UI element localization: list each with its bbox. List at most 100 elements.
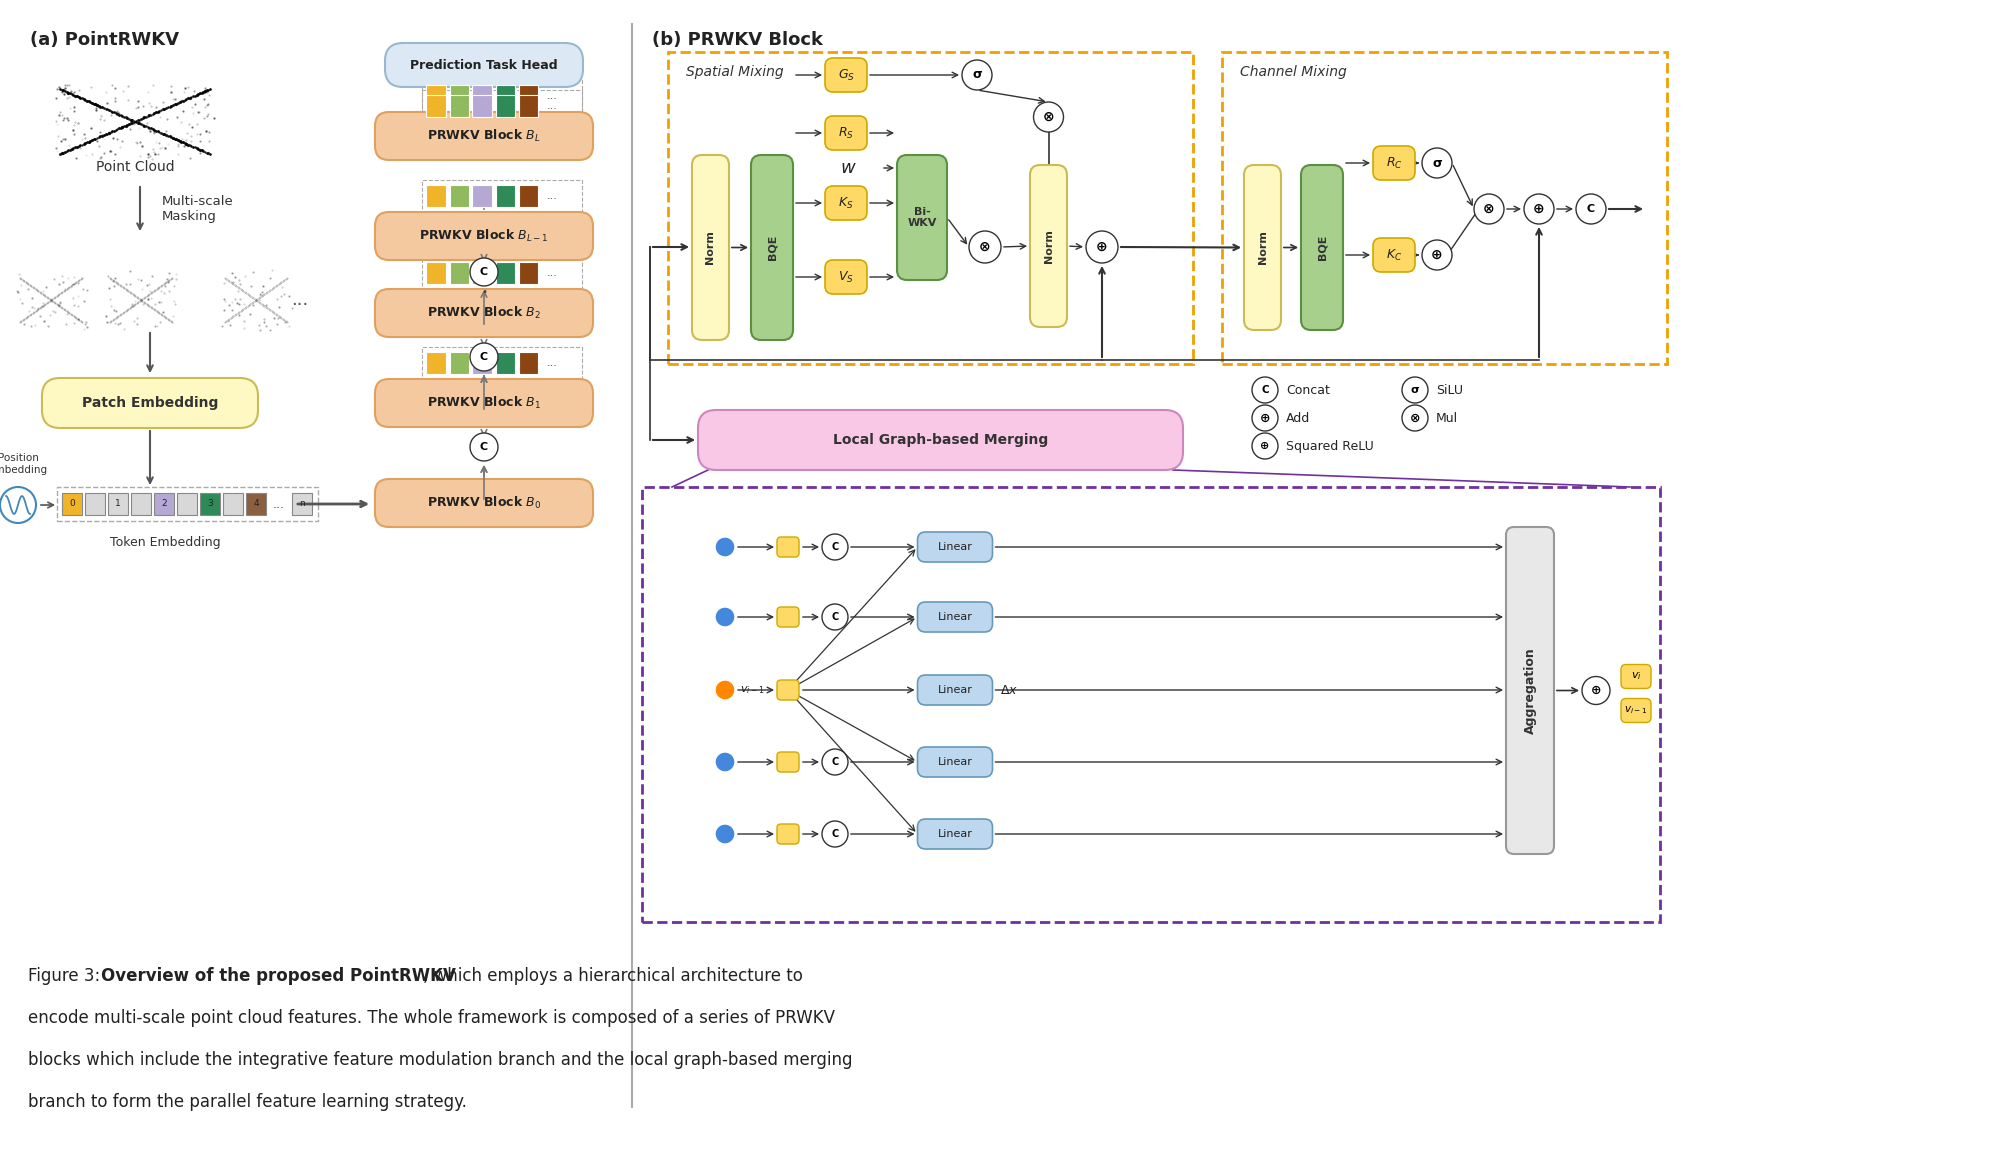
Circle shape <box>1086 231 1118 263</box>
FancyBboxPatch shape <box>1620 699 1652 722</box>
Text: $V_S$: $V_S$ <box>838 270 854 285</box>
FancyBboxPatch shape <box>918 747 992 777</box>
Text: ...: ... <box>274 497 286 511</box>
Bar <box>496 352 514 374</box>
Text: ...: ... <box>546 268 558 278</box>
Circle shape <box>716 607 736 627</box>
Text: ⊗: ⊗ <box>1410 411 1420 424</box>
Text: Mul: Mul <box>1436 411 1458 424</box>
Text: Add: Add <box>1286 411 1310 424</box>
Bar <box>496 95 514 117</box>
Text: (b) PRWKV Block: (b) PRWKV Block <box>652 30 824 49</box>
Text: ⊕: ⊕ <box>1590 684 1602 697</box>
FancyBboxPatch shape <box>1620 665 1652 688</box>
Circle shape <box>970 231 1002 263</box>
Text: C: C <box>480 267 488 277</box>
Bar <box>518 95 538 117</box>
Text: Linear: Linear <box>938 684 972 695</box>
FancyBboxPatch shape <box>692 155 728 340</box>
Text: Norm: Norm <box>1044 229 1054 263</box>
Bar <box>426 95 446 117</box>
FancyBboxPatch shape <box>776 537 798 557</box>
Text: $K_S$: $K_S$ <box>838 196 854 211</box>
Text: Linear: Linear <box>938 757 972 766</box>
FancyBboxPatch shape <box>826 116 868 150</box>
Text: Local Graph-based Merging: Local Graph-based Merging <box>832 432 1048 447</box>
Text: Aggregation: Aggregation <box>1524 647 1536 734</box>
FancyBboxPatch shape <box>1300 165 1344 331</box>
FancyBboxPatch shape <box>384 43 584 87</box>
Circle shape <box>822 534 848 560</box>
Bar <box>496 86 514 107</box>
Bar <box>56 488 318 522</box>
FancyBboxPatch shape <box>776 752 798 772</box>
FancyBboxPatch shape <box>826 57 868 91</box>
Text: σ: σ <box>1410 384 1420 395</box>
Bar <box>518 352 538 374</box>
Text: ⊗: ⊗ <box>1042 110 1054 124</box>
Circle shape <box>716 537 736 557</box>
Circle shape <box>1402 406 1428 431</box>
Text: ⊕: ⊕ <box>1432 248 1442 263</box>
Circle shape <box>1582 676 1610 704</box>
Bar <box>132 493 152 515</box>
Text: ⊕: ⊕ <box>1260 441 1270 451</box>
Text: ...: ... <box>546 101 558 111</box>
Text: ⊗: ⊗ <box>980 240 990 254</box>
Bar <box>422 80 582 113</box>
Bar <box>472 95 492 117</box>
FancyBboxPatch shape <box>918 602 992 632</box>
Circle shape <box>1402 377 1428 403</box>
Text: Patch Embedding: Patch Embedding <box>82 396 218 410</box>
FancyBboxPatch shape <box>42 379 258 428</box>
Text: ⋮: ⋮ <box>472 275 496 295</box>
Text: ...: ... <box>546 91 558 101</box>
Text: ⊕: ⊕ <box>1260 411 1270 424</box>
Circle shape <box>1422 240 1452 270</box>
Text: C: C <box>832 612 838 622</box>
Circle shape <box>1034 102 1064 132</box>
FancyBboxPatch shape <box>376 479 592 527</box>
Bar <box>426 352 446 374</box>
Text: , which employs a hierarchical architecture to: , which employs a hierarchical architect… <box>424 967 802 984</box>
Text: $v_{i-1}$: $v_{i-1}$ <box>1624 704 1648 716</box>
Text: blocks which include the integrative feature modulation branch and the local gra: blocks which include the integrative fea… <box>28 1051 852 1069</box>
FancyBboxPatch shape <box>898 155 948 280</box>
Circle shape <box>1576 195 1606 224</box>
Text: SiLU: SiLU <box>1436 383 1464 396</box>
Text: PRWKV Block $B_2$: PRWKV Block $B_2$ <box>428 305 540 321</box>
Bar <box>450 263 468 284</box>
Bar <box>224 493 244 515</box>
Bar <box>422 347 582 379</box>
Text: Norm: Norm <box>1258 231 1268 265</box>
Bar <box>426 263 446 284</box>
Circle shape <box>1252 406 1278 431</box>
Circle shape <box>470 432 498 461</box>
Bar <box>422 90 582 122</box>
Text: branch to form the parallel feature learning strategy.: branch to form the parallel feature lear… <box>28 1093 466 1111</box>
Text: encode multi-scale point cloud features. The whole framework is composed of a se: encode multi-scale point cloud features.… <box>28 1009 836 1027</box>
Text: 2: 2 <box>162 499 166 509</box>
Text: Figure 3:: Figure 3: <box>28 967 106 984</box>
Text: Linear: Linear <box>938 541 972 552</box>
Circle shape <box>1252 432 1278 459</box>
Text: BQE: BQE <box>1316 234 1328 260</box>
Text: 3: 3 <box>208 499 212 509</box>
Text: Norm: Norm <box>706 231 716 265</box>
Text: $R_S$: $R_S$ <box>838 125 854 141</box>
FancyBboxPatch shape <box>776 824 798 844</box>
Bar <box>496 185 514 207</box>
Circle shape <box>716 680 736 700</box>
Text: PRWKV Block $B_1$: PRWKV Block $B_1$ <box>426 395 542 411</box>
Circle shape <box>470 343 498 372</box>
Text: C: C <box>832 829 838 839</box>
Text: Multi-scale
Masking: Multi-scale Masking <box>162 195 234 223</box>
Text: C: C <box>480 442 488 452</box>
Bar <box>450 352 468 374</box>
Circle shape <box>1252 377 1278 403</box>
Bar <box>176 493 196 515</box>
Circle shape <box>470 258 498 286</box>
FancyBboxPatch shape <box>776 680 798 700</box>
Bar <box>246 493 266 515</box>
Text: Point Cloud: Point Cloud <box>96 161 174 173</box>
